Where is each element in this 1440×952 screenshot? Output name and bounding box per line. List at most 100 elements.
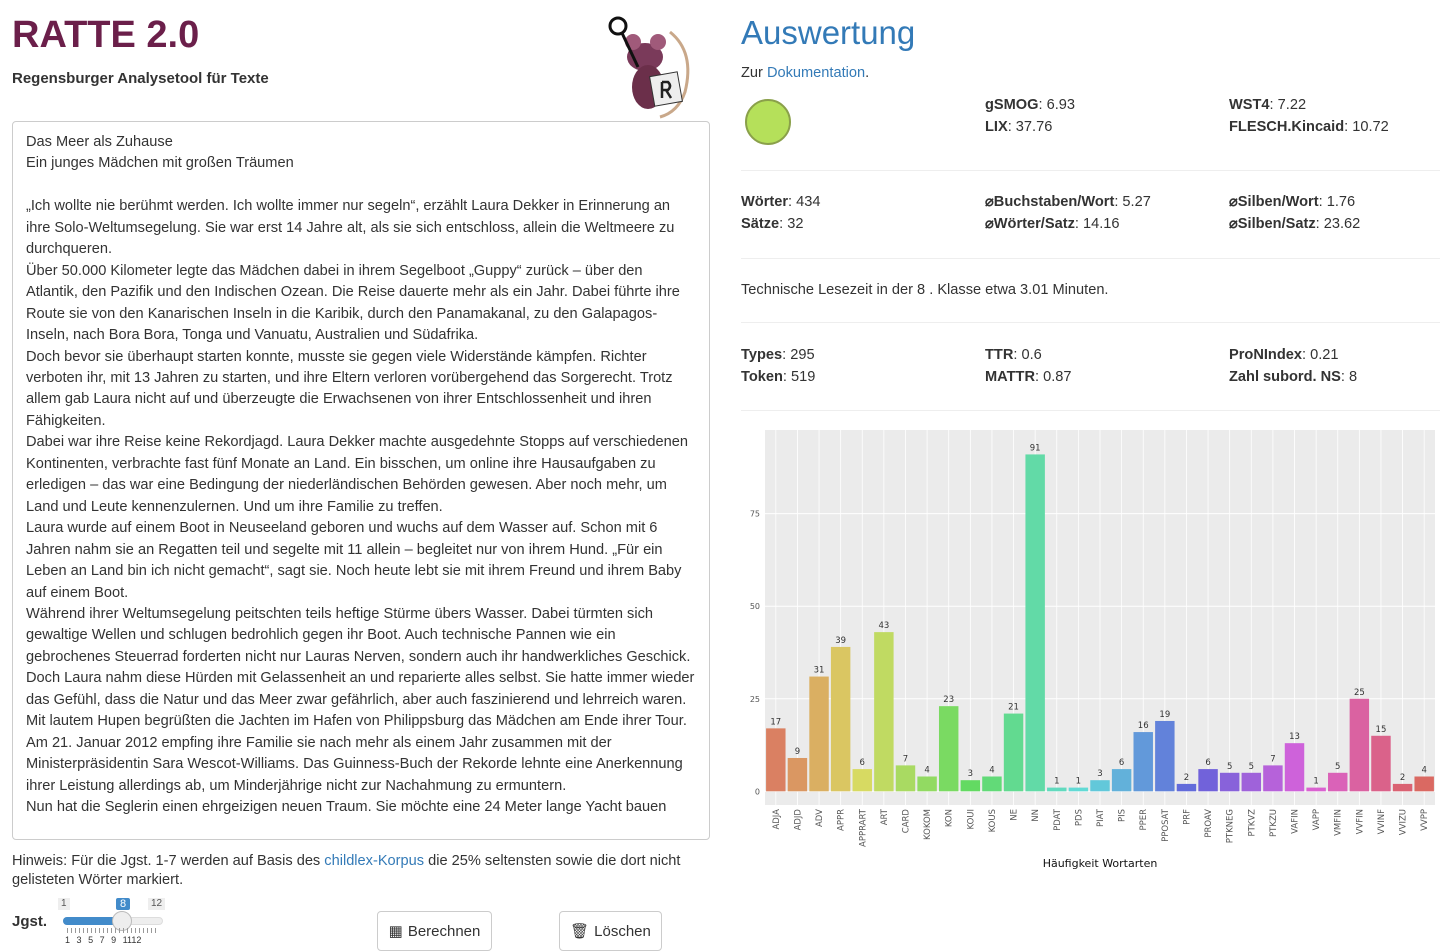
x-tick-label: VVINF	[1377, 809, 1387, 834]
x-tick-label: APPRART	[858, 808, 868, 847]
stats-gsmog-lix: gSMOG: 6.93 LIX: 37.76	[985, 97, 1076, 135]
divider	[741, 322, 1440, 323]
data-label: 19	[1159, 710, 1170, 720]
app-title: RATTE 2.0	[12, 14, 200, 56]
x-tick-label: ART	[880, 808, 890, 825]
y-tick-label: 50	[750, 602, 760, 611]
data-label: 9	[795, 747, 800, 757]
readability-indicator	[745, 99, 791, 145]
x-tick-label: KOKOM	[923, 809, 933, 840]
reading-time: Technische Lesezeit in der 8 . Klasse et…	[741, 282, 1109, 298]
data-label: 5	[1227, 762, 1232, 772]
data-label: 21	[1008, 703, 1019, 713]
data-label: 3	[1097, 769, 1102, 779]
calculator-icon: ▦	[388, 923, 403, 940]
data-label: 15	[1376, 725, 1387, 735]
data-label: 3	[968, 769, 973, 779]
x-tick-label: KOUS	[988, 809, 998, 832]
x-tick-label: VVFIN	[1355, 809, 1365, 834]
slider-fill	[63, 917, 123, 925]
bar-PTKZU	[1263, 765, 1283, 792]
bar-VAFIN	[1284, 743, 1305, 792]
x-tick-label: PPER	[1139, 809, 1149, 831]
slider-value: 8	[116, 898, 131, 910]
data-label: 5	[1335, 762, 1340, 772]
data-label: 23	[943, 695, 954, 705]
x-tick-label: VVPP	[1420, 809, 1430, 831]
documentation-link[interactable]: Dokumentation	[766, 65, 866, 81]
rat-logo	[608, 16, 690, 119]
bar-PPOSAT	[1155, 720, 1175, 792]
x-axis-title: Häufigkeit Wortarten	[1043, 857, 1158, 870]
bar-PDAT	[1047, 787, 1067, 792]
bar-VVINF	[1371, 735, 1391, 792]
data-label: 1	[1054, 777, 1059, 787]
x-tick-label: PROAV	[1204, 809, 1214, 838]
data-label: 4	[924, 765, 929, 775]
calculate-label: Berechnen	[407, 922, 481, 940]
data-label: 6	[860, 758, 865, 768]
bar-NN	[1025, 454, 1045, 792]
app-subtitle: Regensburger Analysetool für Texte	[12, 70, 269, 87]
bar-APPRART	[852, 769, 872, 792]
x-tick-label: ADV	[815, 809, 825, 827]
data-label: 17	[770, 717, 781, 727]
bar-KON	[938, 706, 959, 792]
x-tick-label: PDS	[1074, 809, 1084, 826]
x-tick-label: VMFIN	[1334, 809, 1344, 836]
x-tick-label: PTKZU	[1269, 809, 1279, 837]
x-tick-label: KON	[945, 809, 955, 827]
grade-slider[interactable]: 1 8 12 1 3 5 7 9 1112	[58, 898, 168, 948]
bar-PPER	[1133, 732, 1153, 792]
bar-NE	[1003, 713, 1024, 792]
pos-frequency-chart: 025507517ADJA9ADJD31ADV39APPR6APPRART43A…	[750, 430, 1435, 870]
x-tick-label: VAPP	[1312, 809, 1322, 830]
bar-PTKNEG	[1219, 772, 1240, 792]
x-tick-label: PPOSAT	[1161, 808, 1171, 842]
divider	[741, 258, 1440, 259]
clear-button[interactable]: 🗑 Löschen	[559, 911, 662, 951]
clear-label: Löschen	[594, 922, 651, 940]
x-tick-label: PIAT	[1096, 808, 1106, 827]
calculate-button[interactable]: ▦ Berechnen	[377, 911, 492, 951]
hint-after: die 25% seltensten sowie die dort nicht …	[12, 853, 681, 888]
y-tick-label: 75	[750, 510, 760, 519]
data-label: 7	[1270, 754, 1275, 764]
x-tick-label: PRF	[1182, 809, 1192, 825]
hint-before: Hinweis: Für die Jgst. 1-7 werden auf Ba…	[12, 853, 325, 869]
stats-wst-flesch: WST4: 7.22 FLESCH.Kincaid: 10.72	[1229, 97, 1389, 135]
divider	[741, 170, 1440, 171]
bar-APPR	[830, 646, 851, 792]
data-label: 2	[1400, 773, 1405, 783]
hint-text: Hinweis: Für die Jgst. 1-7 werden auf Ba…	[12, 852, 722, 890]
slider-max: 12	[148, 898, 166, 910]
grade-label: Jgst.	[12, 913, 48, 930]
x-tick-label: ADJA	[772, 809, 782, 830]
bar-PRF	[1176, 783, 1197, 792]
stats-syllables: ⌀Silben/Wort: 1.76 ⌀Silben/Satz: 23.62	[1229, 194, 1361, 232]
data-label: 1	[1076, 777, 1081, 787]
results-title: Auswertung	[741, 14, 916, 51]
x-tick-label: CARD	[901, 809, 911, 834]
trash-icon: 🗑	[570, 923, 590, 940]
bar-KOUS	[982, 776, 1002, 792]
data-label: 31	[814, 666, 825, 676]
doc-line: Zur Dokumentation.	[741, 65, 870, 81]
bar-CARD	[895, 765, 916, 792]
x-tick-label: ADJD	[793, 809, 803, 831]
bar-PDS	[1068, 787, 1089, 792]
data-label: 7	[903, 754, 908, 764]
bar-PTKVZ	[1241, 772, 1262, 792]
bar-PIAT	[1090, 780, 1110, 792]
divider	[741, 410, 1440, 411]
childlex-link[interactable]: childlex-Korpus	[324, 853, 425, 869]
data-label: 4	[1421, 765, 1426, 775]
data-label: 6	[1205, 758, 1210, 768]
stats-pron: ProNIndex: 0.21 Zahl subord. NS: 8	[1229, 347, 1358, 385]
y-tick-label: 0	[755, 787, 760, 796]
bar-ART	[874, 632, 894, 792]
text-input[interactable]: Das Meer als Zuhause Ein junges Mädchen …	[12, 121, 710, 840]
bar-VAPP	[1306, 787, 1326, 792]
data-label: 4	[989, 765, 994, 775]
bar-VVFIN	[1349, 698, 1370, 792]
